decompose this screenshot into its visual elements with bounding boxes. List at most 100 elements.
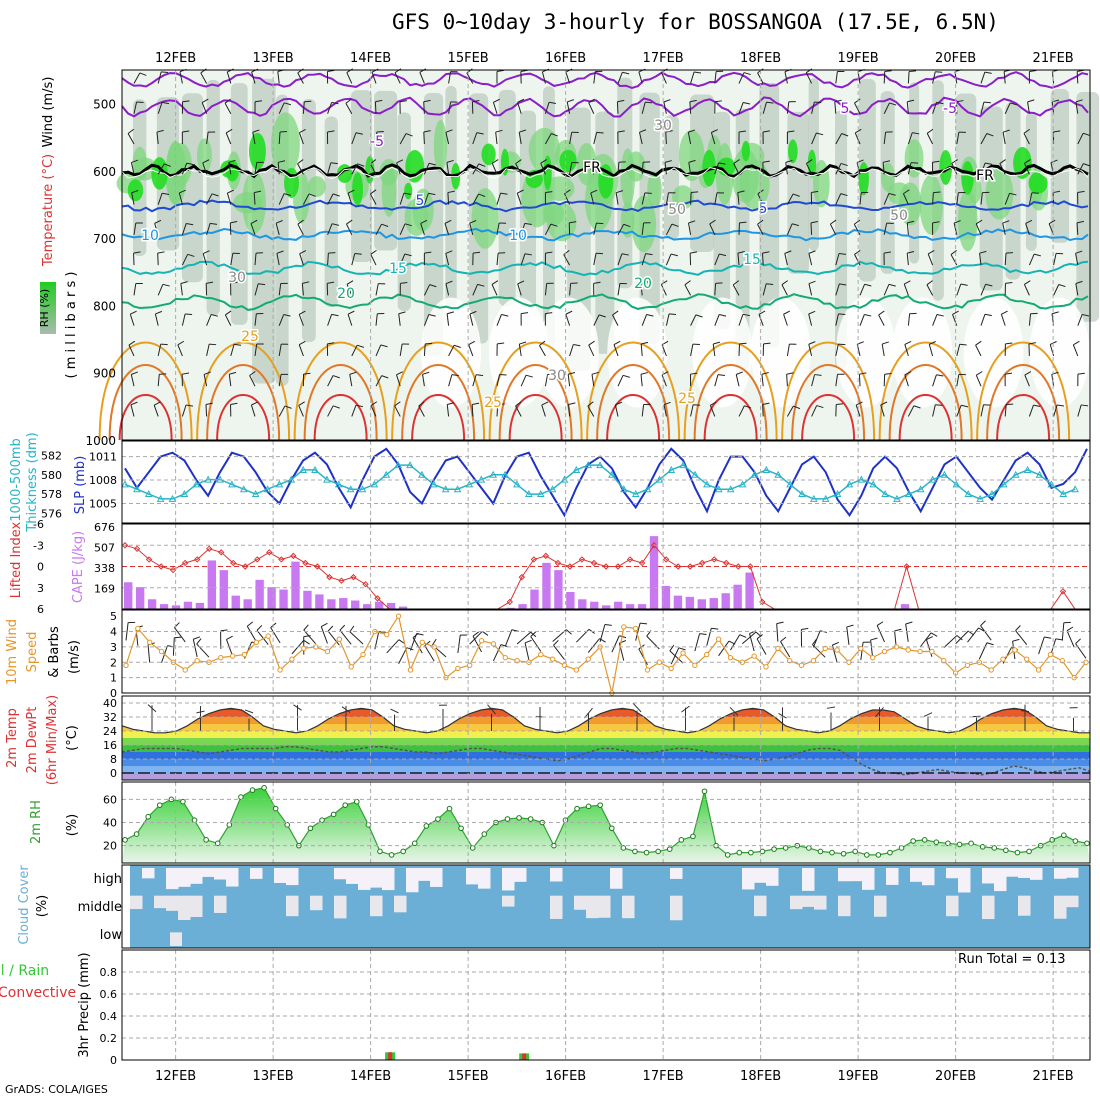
wind-barb: [709, 405, 716, 417]
wind-barb: [278, 343, 282, 356]
wind-barb: [858, 374, 861, 387]
rh2m-marker: [122, 837, 128, 843]
temp-contour-minus10: [121, 71, 1089, 89]
wind-speed-marker: [395, 613, 402, 619]
wind-barb: [956, 192, 959, 205]
wind-barb: [327, 630, 340, 646]
slp-gridlines-h: [122, 456, 1090, 504]
wind-barb-flag: [185, 404, 194, 407]
wind-barb-flag: [298, 401, 305, 406]
thickness-marker: [429, 480, 438, 488]
wind-barb-flag: [205, 402, 213, 405]
cloud-panel-frame: [121, 864, 1091, 949]
wind-barb-flag: [1005, 282, 1013, 284]
thickness-marker: [845, 480, 854, 488]
wind-barb-flag: [841, 133, 849, 137]
wind-barb: [835, 374, 839, 387]
cloud-gap-high: [274, 868, 287, 883]
wind-barb: [780, 641, 791, 658]
wind-barb-flag: [497, 403, 505, 405]
wind-barb: [1004, 404, 1007, 417]
rh2m-marker: [748, 849, 754, 856]
wind-barb: [714, 374, 719, 387]
wind-barb-flag: [719, 253, 727, 257]
thickness-marker: [180, 490, 189, 498]
wind-barb-flag: [525, 374, 533, 378]
wind-barb: [157, 344, 162, 357]
wind-barb-flag: [398, 639, 405, 645]
wind-barb-flag: [298, 340, 306, 346]
cloud-gap-middle: [802, 895, 815, 907]
date-label-bottom: 18FEB: [740, 1069, 781, 1084]
rh-panel-frame: [121, 781, 1091, 864]
wind-barb-flag: [744, 405, 752, 409]
temp-band: [122, 724, 1090, 731]
cloud-gap-high: [670, 868, 683, 879]
wind-barb-flag: [567, 99, 574, 103]
wind-barb-flag: [588, 159, 595, 164]
wind-barb: [640, 343, 643, 356]
wind-barb: [496, 253, 499, 266]
wind-barb-flag: [398, 311, 406, 315]
temp-contour-dome: [303, 364, 378, 441]
wind-barb: [469, 313, 474, 326]
cape-tick-label: 676: [94, 521, 115, 534]
thickness-marker: [988, 490, 996, 498]
wind-barb-flag: [1015, 625, 1021, 631]
wind-barb: [129, 314, 135, 326]
cape-bar: [590, 601, 599, 609]
wind-speed-marker: [680, 650, 686, 656]
wind-barb-flag: [1048, 219, 1056, 225]
cape-bar: [315, 594, 324, 609]
wind-barb: [593, 71, 596, 84]
wind-barb-flag: [493, 98, 500, 103]
rh2m-marker: [991, 845, 998, 851]
wind-barb-flag: [545, 251, 553, 254]
wind-barb: [472, 374, 477, 387]
cloud-gap-high: [358, 868, 371, 890]
wind-barb-flag: [302, 281, 310, 284]
lifted-index-marker: [602, 563, 610, 570]
wind-barb-flag: [127, 128, 134, 134]
wind-barb: [444, 223, 450, 235]
cloud-gap-middle: [310, 895, 323, 911]
wind-barb-flag: [952, 310, 959, 315]
temp-tick-label: 16: [103, 739, 117, 752]
thickness-marker: [869, 480, 878, 488]
wind-barb: [351, 344, 358, 357]
cloud-gap-middle: [550, 895, 563, 919]
wind-barb: [374, 101, 377, 114]
wind-barb-flag: [737, 251, 745, 254]
contour-label: 25: [241, 329, 259, 345]
cloud-gap-high: [346, 868, 359, 884]
wind-barb: [805, 72, 813, 84]
rh2m-marker: [829, 849, 835, 856]
wind-barb-flag: [604, 624, 612, 626]
wind-barb-flag: [1025, 219, 1033, 224]
wind-barb-flag: [564, 189, 571, 195]
wind-speed-marker: [384, 631, 390, 638]
temp-contour-20: [121, 293, 1089, 311]
wind-barb: [1053, 284, 1060, 296]
rh-shading-grey: [835, 110, 848, 369]
wind-barb: [613, 344, 619, 357]
wind-barb: [157, 193, 163, 205]
wind-barb-flag: [961, 404, 969, 408]
wind-barb-flag: [878, 310, 885, 316]
wind-barb: [278, 314, 285, 326]
wind-barb: [130, 374, 135, 387]
rh-shading-bright-green: [1013, 146, 1032, 179]
wind-barb: [544, 223, 552, 236]
rh-shading-bright-green: [543, 155, 552, 191]
wind-barb: [883, 102, 890, 114]
wind-barb: [932, 102, 937, 114]
wind-barb-flag: [1027, 99, 1035, 103]
rh2m-marker: [156, 802, 163, 808]
wind-barb: [1075, 283, 1079, 296]
wind-barb-flag: [524, 222, 532, 225]
wind-barb-flag: [569, 221, 577, 224]
rh-legend-swatch: [40, 282, 56, 334]
wind-barb-flag: [688, 129, 696, 133]
wind-barb: [640, 374, 643, 387]
wind-barb: [468, 344, 474, 357]
